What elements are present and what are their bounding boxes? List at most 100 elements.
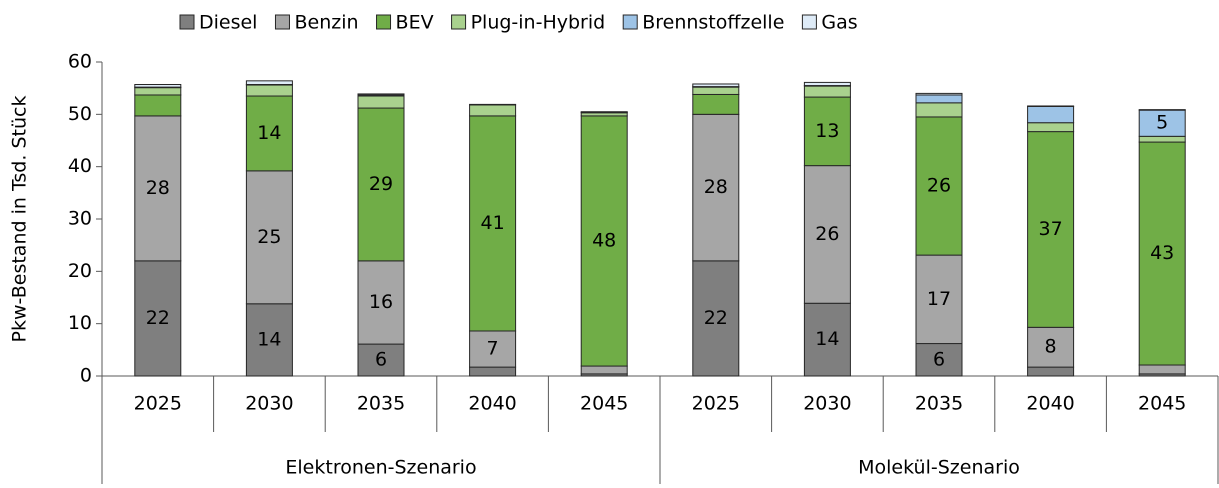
bar-segment <box>692 260 740 377</box>
y-tick-label: 10 <box>68 312 92 334</box>
y-tick-label: 0 <box>80 365 92 387</box>
x-tick-label: 2040 <box>468 393 516 415</box>
x-tick-label: 2045 <box>580 393 628 415</box>
bar-segment <box>1138 109 1186 111</box>
bar-segment <box>469 104 517 117</box>
bar-segment <box>915 94 963 104</box>
x-tick-label: 2040 <box>1026 393 1074 415</box>
bar-segment <box>245 80 293 86</box>
bar-segment <box>915 92 963 96</box>
legend-label: Benzin <box>294 12 358 34</box>
bar-segment <box>469 103 517 106</box>
y-axis-label: Pkw-Bestand in Tsd. Stück <box>9 96 31 343</box>
data-label: 7 <box>487 338 499 360</box>
data-label: 25 <box>257 226 281 248</box>
bar-segment <box>803 81 851 87</box>
bar-segment <box>357 107 405 262</box>
data-label: 41 <box>481 212 505 234</box>
bar-segment <box>134 84 182 88</box>
legend-swatch <box>801 14 817 30</box>
bar-segment <box>1027 105 1075 124</box>
bar-segment <box>245 84 293 97</box>
y-tick-label: 60 <box>68 51 92 73</box>
bar-segment <box>1027 105 1075 107</box>
group-label: Molekül-Szenario <box>858 457 1020 479</box>
data-label: 26 <box>815 223 839 245</box>
bar-segment <box>1027 366 1075 377</box>
bar-segment <box>803 165 851 304</box>
x-tick-label: 2025 <box>692 393 740 415</box>
y-tick-label: 30 <box>68 208 92 230</box>
bar-segment <box>469 366 517 377</box>
bar-segment <box>1027 131 1075 328</box>
bar-segment <box>692 83 740 88</box>
legend-label: BEV <box>396 12 434 34</box>
x-tick-label: 2035 <box>915 393 963 415</box>
y-tick-label: 40 <box>68 155 92 177</box>
bar-segment <box>915 116 963 256</box>
bar-segment <box>134 94 182 117</box>
bar-segment <box>357 95 405 109</box>
bar-segment <box>1138 364 1186 375</box>
x-tick-label: 2025 <box>134 393 182 415</box>
bar-segment <box>1138 135 1186 143</box>
data-label: 5 <box>1156 112 1168 134</box>
data-label: 6 <box>375 349 387 371</box>
bar-segment <box>245 170 293 305</box>
legend-label: Brennstoffzelle <box>642 12 784 34</box>
data-label: 22 <box>704 307 728 329</box>
bar-segment <box>469 115 517 332</box>
y-tick-label: 50 <box>68 103 92 125</box>
data-label: 26 <box>927 175 951 197</box>
legend-swatch <box>274 14 290 30</box>
data-label: 17 <box>927 288 951 310</box>
bar-segment <box>580 115 628 367</box>
bar-segment <box>692 86 740 95</box>
data-label: 8 <box>1045 336 1057 358</box>
bar-segment <box>357 93 405 96</box>
x-tick-label: 2045 <box>1138 393 1186 415</box>
bar-segment <box>245 95 293 172</box>
bar-segment <box>692 93 740 115</box>
x-tick-label: 2035 <box>357 393 405 415</box>
bar-segment <box>1027 122 1075 133</box>
data-label: 22 <box>146 307 170 329</box>
legend-label: Diesel <box>199 12 257 34</box>
bar-segment <box>580 365 628 375</box>
x-tick-label: 2030 <box>245 393 293 415</box>
data-label: 13 <box>815 120 839 142</box>
y-tick-label: 20 <box>68 260 92 282</box>
data-label: 6 <box>933 348 945 370</box>
legend-swatch <box>622 14 638 30</box>
bar-segment <box>915 102 963 118</box>
data-label: 14 <box>257 328 281 350</box>
bar-segment <box>803 85 851 98</box>
bar-segment <box>134 87 182 96</box>
bar-segment <box>915 343 963 377</box>
data-label: 16 <box>369 291 393 313</box>
data-label: 37 <box>1039 218 1063 240</box>
bar-segment <box>692 113 740 262</box>
legend-swatch <box>451 14 467 30</box>
bar-segment <box>1138 141 1186 366</box>
bar-segment <box>1138 109 1186 137</box>
legend-swatch <box>376 14 392 30</box>
data-label: 28 <box>704 176 728 198</box>
bar-segment <box>245 303 293 377</box>
legend-label: Gas <box>821 12 857 34</box>
data-label: 29 <box>369 173 393 195</box>
data-label: 14 <box>815 328 839 350</box>
bar-segment <box>134 260 182 377</box>
bar-segment <box>134 115 182 262</box>
x-tick-label: 2030 <box>803 393 851 415</box>
bar-segment <box>357 260 405 345</box>
data-label: 28 <box>146 177 170 199</box>
data-label: 14 <box>257 122 281 144</box>
bar-segment <box>357 343 405 377</box>
group-label: Elektronen-Szenario <box>285 457 476 479</box>
bar-segment <box>580 111 628 113</box>
legend-swatch <box>179 14 195 30</box>
data-label: 48 <box>592 229 616 251</box>
bar-segment <box>469 330 517 368</box>
